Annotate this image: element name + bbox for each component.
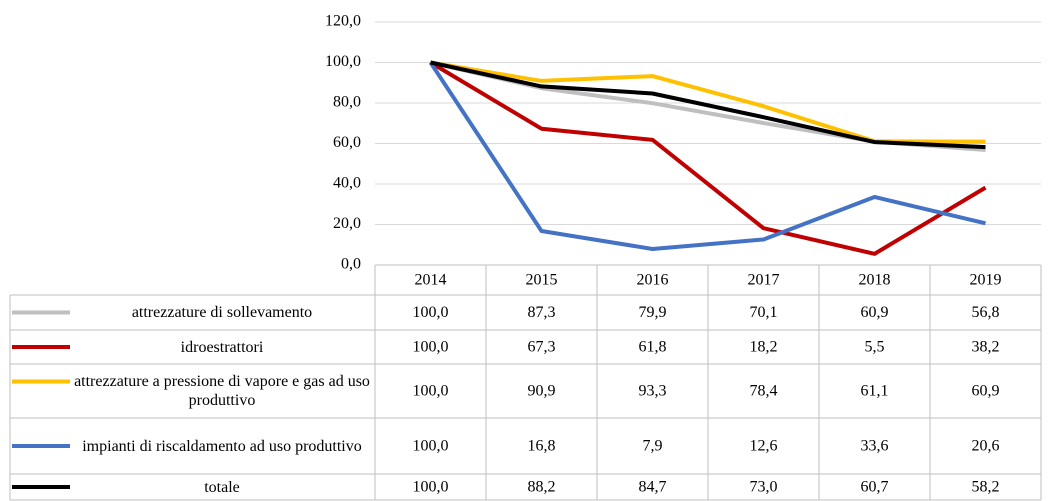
table-value: 73,0 <box>750 479 778 496</box>
legend-label: idroestrattori <box>180 338 264 356</box>
table-value: 7,9 <box>643 438 663 455</box>
table-value: 16,8 <box>528 438 556 455</box>
table-value: 60,9 <box>972 383 1000 400</box>
y-tick-label: 120,0 <box>325 13 361 30</box>
table-value: 88,2 <box>528 479 556 496</box>
table-value: 70,1 <box>750 304 778 321</box>
table-value: 84,7 <box>639 479 667 496</box>
x-tick-label: 2014 <box>415 272 447 289</box>
table-value: 18,2 <box>750 339 778 356</box>
table-value: 33,6 <box>861 438 889 455</box>
y-tick-label: 100,0 <box>325 53 361 70</box>
series-line <box>429 60 987 256</box>
y-tick-label: 60,0 <box>333 134 361 151</box>
x-tick-label: 2018 <box>859 272 891 289</box>
table-value: 100,0 <box>413 438 449 455</box>
table-value: 38,2 <box>972 339 1000 356</box>
series-line <box>428 61 986 252</box>
table-value: 61,8 <box>639 339 667 356</box>
table-value: 100,0 <box>413 479 449 496</box>
table-value: 20,6 <box>972 438 1000 455</box>
legend-label: attrezzature a pressione di vapore e gas… <box>74 373 370 409</box>
x-tick-label: 2017 <box>748 272 780 289</box>
legend-label: impianti di riscaldamento ad uso produtt… <box>82 437 362 455</box>
table-value: 87,3 <box>528 304 556 321</box>
y-tick-label: 40,0 <box>333 175 361 192</box>
x-tick-label: 2019 <box>970 272 1002 289</box>
table-value: 100,0 <box>413 383 449 400</box>
table-value: 12,6 <box>750 438 778 455</box>
series-line <box>430 60 986 144</box>
table-value: 78,4 <box>750 383 778 400</box>
table-value: 93,3 <box>639 383 667 400</box>
y-tick-label: 80,0 <box>333 94 361 111</box>
table-value: 60,9 <box>861 304 889 321</box>
table-value: 61,1 <box>861 383 889 400</box>
table-value: 100,0 <box>413 304 449 321</box>
table-value: 56,8 <box>972 304 1000 321</box>
legend-label: attrezzature di sollevamento <box>131 304 313 321</box>
table-value: 67,3 <box>528 339 556 356</box>
table-value: 79,9 <box>639 304 667 321</box>
table-value: 58,2 <box>972 479 1000 496</box>
y-tick-label: 0,0 <box>341 256 361 273</box>
x-tick-label: 2016 <box>637 272 669 289</box>
legend-label: totale <box>204 478 240 496</box>
table-value: 5,5 <box>865 339 885 356</box>
table-value: 90,9 <box>528 383 556 400</box>
table-value: 100,0 <box>413 339 449 356</box>
table-value: 60,7 <box>861 479 889 496</box>
series-line <box>430 60 986 150</box>
y-tick-label: 20,0 <box>333 215 361 232</box>
x-tick-label: 2015 <box>526 272 558 289</box>
